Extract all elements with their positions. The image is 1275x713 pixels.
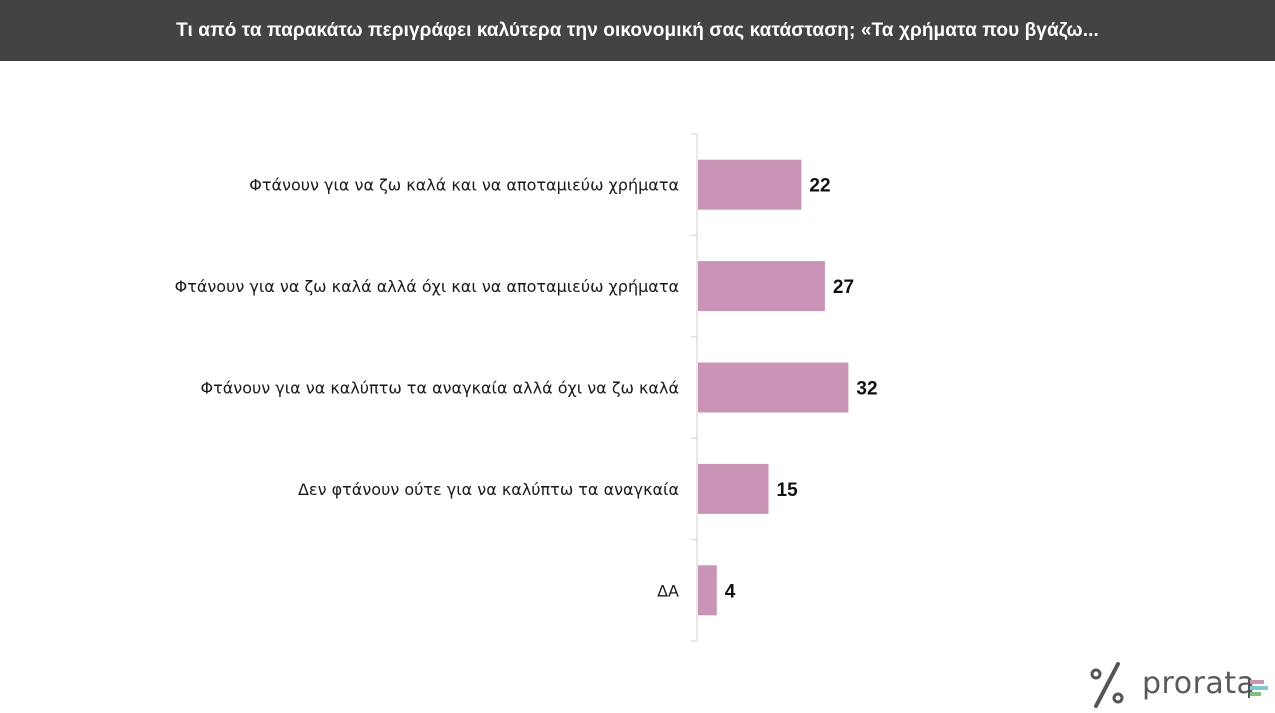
logo-bar (1250, 686, 1268, 690)
category-label: Φτάνουν για να ζω καλά και να αποταμιεύω… (249, 176, 679, 195)
value-label: 15 (777, 480, 799, 501)
value-label: 22 (809, 176, 830, 197)
category-label: ΔΑ (657, 581, 679, 600)
bar (698, 463, 769, 514)
page-header: Τι από τα παρακάτω περιγράφει καλύτερα τ… (0, 0, 1275, 61)
category-label: Φτάνουν για να καλύπτω τα αναγκαία αλλά … (200, 379, 679, 398)
bar (698, 261, 825, 312)
logo-stem (1248, 678, 1250, 698)
prorata-logo: prorata (1088, 660, 1268, 710)
category-label: Φτάνουν για να ζω καλά αλλά όχι και να α… (175, 277, 679, 296)
logo-bar (1250, 680, 1264, 684)
bar (698, 362, 849, 413)
bar (698, 159, 802, 210)
value-label: 4 (725, 581, 736, 602)
logo-bar (1250, 692, 1261, 696)
percent-logo-icon (1090, 662, 1124, 708)
page-title: Τι από τα παρακάτω περιγράφει καλύτερα τ… (176, 19, 1099, 41)
logo-bars-icon (1248, 678, 1268, 698)
bar (698, 565, 717, 616)
category-label: Δεν φτάνουν ούτε για να καλύπτω τα αναγκ… (298, 480, 679, 499)
value-label: 32 (856, 379, 877, 400)
value-label: 27 (833, 277, 854, 298)
logo-text: prorata (1142, 666, 1256, 701)
